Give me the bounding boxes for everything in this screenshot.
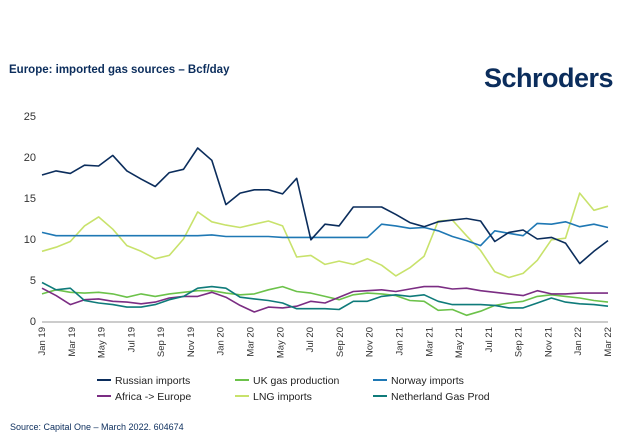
x-tick-label: Jul 20 bbox=[305, 327, 316, 352]
legend-label-russian: Russian imports bbox=[115, 375, 190, 387]
x-tick-label: Jan 19 bbox=[37, 327, 48, 356]
legend-label-lng: LNG imports bbox=[253, 391, 312, 403]
x-tick-label: Mar 21 bbox=[424, 327, 435, 357]
series-line-africa bbox=[41, 285, 608, 313]
series-lines bbox=[41, 147, 609, 317]
x-tick-label: May 19 bbox=[97, 327, 108, 358]
series-line-lng bbox=[41, 192, 609, 279]
x-tick-label: Nov 20 bbox=[365, 327, 376, 357]
y-tick-label: 5 bbox=[30, 275, 36, 287]
x-tick-label: Jul 21 bbox=[484, 327, 495, 352]
x-tick-label: May 20 bbox=[275, 327, 286, 358]
x-tick-label: Jan 22 bbox=[573, 327, 584, 356]
source-note: Source: Capital One – March 2022. 604674 bbox=[10, 422, 184, 432]
series-line-netherland bbox=[41, 281, 609, 311]
x-tick-label: Sep 19 bbox=[156, 327, 167, 357]
y-tick-label: 20 bbox=[24, 152, 36, 164]
legend-label-norway: Norway imports bbox=[391, 375, 464, 387]
chart-title: Europe: imported gas sources – Bcf/day bbox=[9, 64, 230, 76]
legend-label-uk: UK gas production bbox=[253, 375, 340, 387]
y-tick-label: 15 bbox=[24, 193, 36, 205]
legend-label-africa: Africa -> Europe bbox=[115, 391, 191, 403]
x-tick-label: Nov 21 bbox=[543, 327, 554, 357]
series-line-norway bbox=[41, 221, 609, 247]
series-line-russian bbox=[41, 147, 609, 265]
x-tick-label: Jan 20 bbox=[216, 327, 227, 356]
x-tick-label: May 21 bbox=[454, 327, 465, 358]
series-line-uk bbox=[41, 285, 609, 317]
x-tick-label: Nov 19 bbox=[186, 327, 197, 357]
x-tick-label: Sep 21 bbox=[514, 327, 525, 357]
x-tick-label: Mar 19 bbox=[67, 327, 78, 357]
y-tick-label: 10 bbox=[24, 234, 36, 246]
y-tick-label: 0 bbox=[30, 316, 36, 328]
y-axis-ticks: 0 5 10 15 20 25 bbox=[24, 111, 36, 328]
x-tick-label: Sep 20 bbox=[335, 327, 346, 357]
legend-label-netherland: Netherland Gas Prod bbox=[391, 391, 490, 403]
x-axis-ticks: Jan 19 Mar 19 May 19 Jul 19 Sep 19 Nov 19 Jan … bbox=[37, 327, 614, 358]
brand-logo: Schroders bbox=[483, 63, 614, 93]
x-tick-label: Jul 19 bbox=[126, 327, 137, 352]
x-tick-label: Jan 21 bbox=[394, 327, 405, 356]
legend: Russian imports UK gas production Norway i… bbox=[97, 375, 490, 403]
x-tick-label: Mar 20 bbox=[246, 327, 257, 357]
x-tick-label: Mar 22 bbox=[603, 327, 614, 357]
y-tick-label: 25 bbox=[24, 111, 36, 123]
